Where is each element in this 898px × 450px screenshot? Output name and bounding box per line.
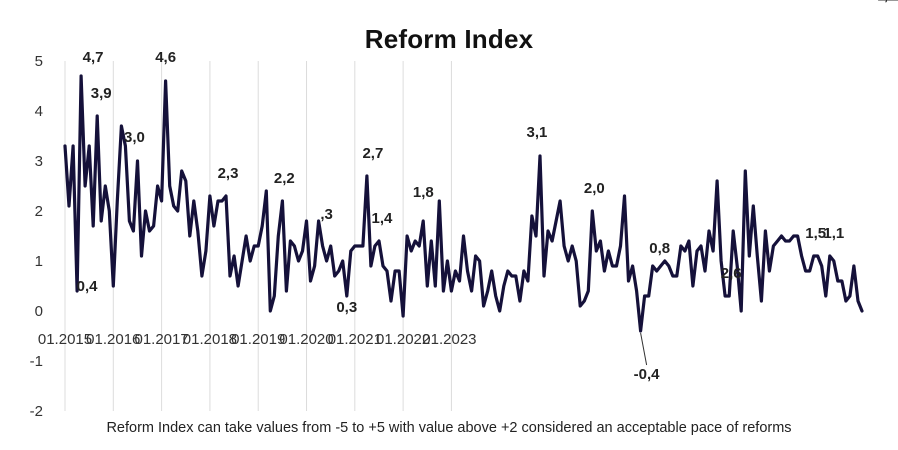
series-line xyxy=(63,74,864,333)
x-tick-label: 01.2018 xyxy=(183,331,237,348)
axes: 01.201501.201601.201701.201801.201901.20… xyxy=(30,53,477,420)
data-label-leader xyxy=(640,332,648,366)
y-tick-label: 3 xyxy=(35,153,43,170)
data-label: 0,3 xyxy=(336,299,357,316)
y-tick-label: 5 xyxy=(35,53,43,70)
data-labels: 4,7 0,4 3,9 3,0 4,6 2,3 2,2 ,3 0,3 2,7 1,4 1,8 3,1 2,… xyxy=(77,0,898,383)
data-label: 4,7 xyxy=(83,49,104,66)
x-tick-label: 01.2020 xyxy=(279,331,333,348)
data-label: 1,5 xyxy=(805,225,826,242)
y-tick-label: 4 xyxy=(35,103,43,120)
data-label: 2,0 xyxy=(584,180,605,197)
data-label: 3,9 xyxy=(91,85,112,102)
data-label: 2,7 xyxy=(362,145,383,162)
series xyxy=(63,74,864,333)
data-label: 2,2 xyxy=(274,170,295,187)
data-label: ,3 xyxy=(320,206,333,223)
data-label: 0,8 xyxy=(649,240,670,257)
y-tick-label: 0 xyxy=(35,303,43,320)
data-label: 2,3 xyxy=(218,165,239,182)
data-label: 3,1 xyxy=(527,124,548,141)
y-tick-label: 1 xyxy=(35,253,43,270)
x-tick-label: 01.2015 xyxy=(38,331,92,348)
x-tick-label: 01.2022 xyxy=(376,331,430,348)
data-label: 0,4 xyxy=(77,278,99,295)
data-label: 1,1 xyxy=(823,225,844,242)
gridlines xyxy=(64,61,452,411)
chart-footnote: Reform Index can take values from -5 to … xyxy=(106,420,792,436)
chart-title: Reform Index xyxy=(364,24,534,54)
y-tick-label: -1 xyxy=(30,353,43,370)
data-label: 0,9 xyxy=(876,0,897,4)
x-tick-label: 01.2016 xyxy=(86,331,140,348)
y-tick-label: 2 xyxy=(35,203,43,220)
data-label: 2,6 xyxy=(721,265,742,282)
data-label: 4,6 xyxy=(155,49,176,66)
x-tick-label: 01.2023 xyxy=(422,331,476,348)
data-label: -0,4 xyxy=(634,366,661,383)
data-label: 3,0 xyxy=(124,129,145,146)
x-tick-label: 01.2021 xyxy=(328,331,382,348)
x-tick-label: 01.2019 xyxy=(231,331,285,348)
x-tick-label: 01.2017 xyxy=(134,331,188,348)
y-tick-label: -2 xyxy=(30,403,43,420)
data-label: 1,8 xyxy=(413,184,434,201)
data-label: 0,0 xyxy=(890,0,898,4)
data-label: 1,4 xyxy=(372,210,394,227)
